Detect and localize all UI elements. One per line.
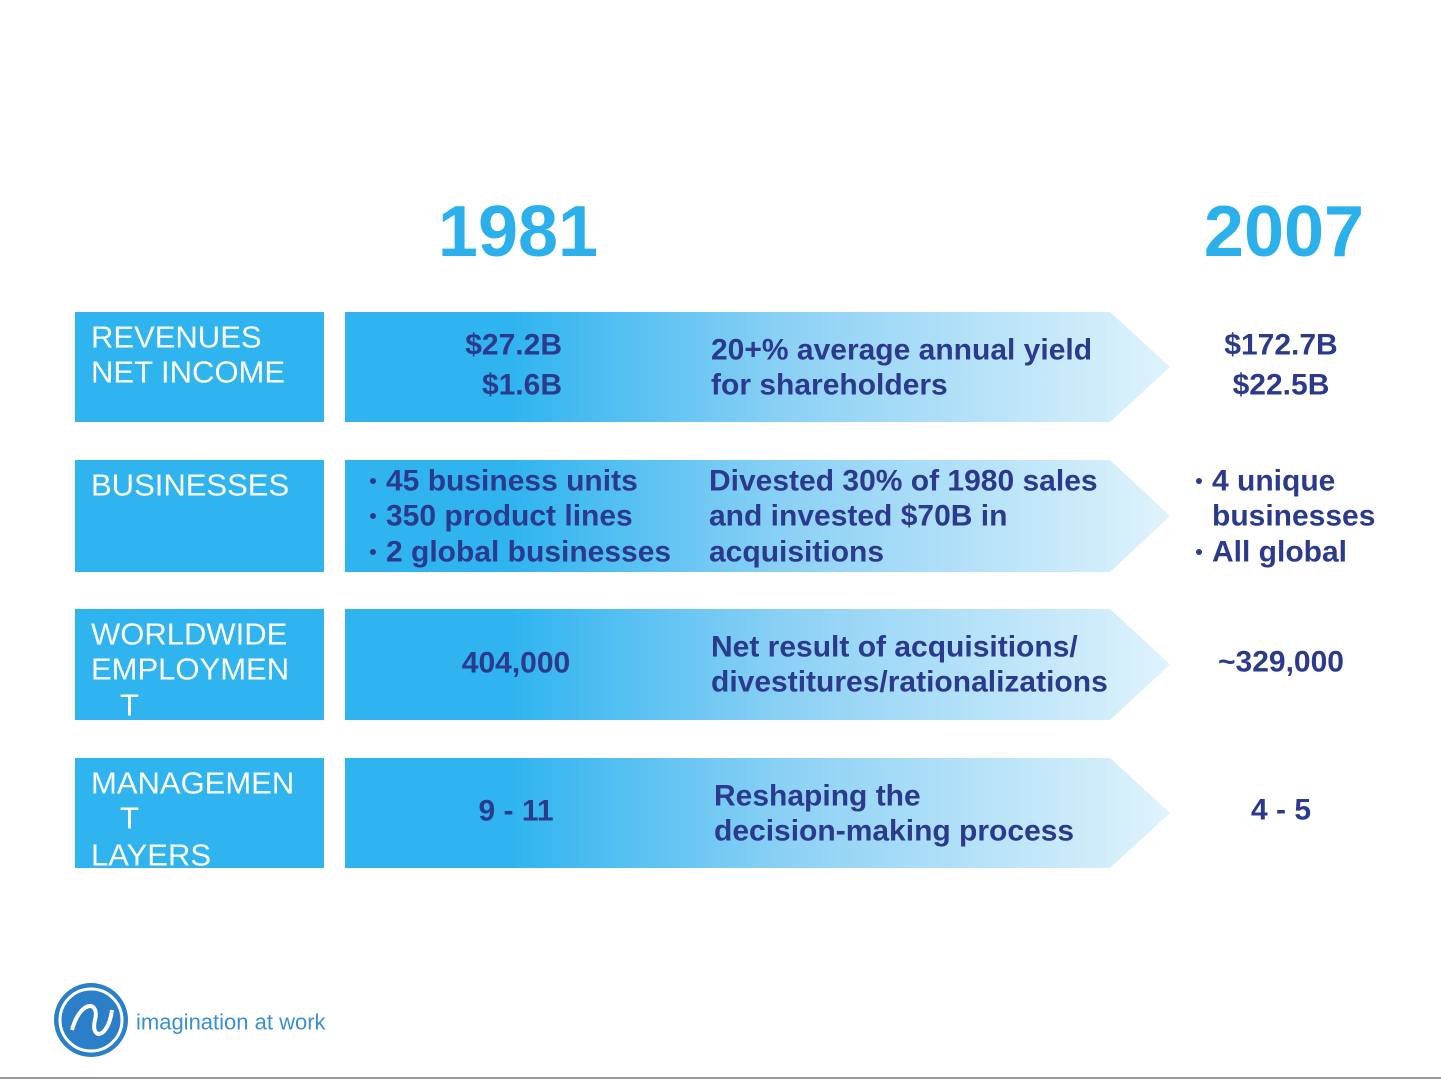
row-label: BUSINESSES [91, 468, 289, 503]
row-label: MANAGEMEN [91, 766, 294, 801]
year-from: 1981 [438, 192, 598, 272]
row-label: T [120, 688, 139, 723]
value-1981: $1.6B [482, 369, 562, 402]
change-note: Reshaping the [714, 780, 921, 813]
arrow-band [345, 312, 1170, 422]
value-2007: $22.5B [1233, 369, 1330, 402]
change-note: acquisitions [709, 536, 884, 569]
change-note: divestitures/rationalizations [711, 666, 1108, 699]
row-label: REVENUES [91, 320, 262, 355]
row-label: NET INCOME [91, 355, 285, 390]
value-2007: businesses [1212, 500, 1375, 533]
bullet [370, 478, 376, 484]
row-label: EMPLOYMEN [91, 652, 289, 687]
label-box [75, 312, 324, 422]
value-1981: 350 product lines [386, 500, 633, 533]
label-box [75, 609, 324, 720]
arrow-band [345, 758, 1170, 868]
value-1981: $27.2B [465, 329, 562, 362]
value-1981: 2 global businesses [386, 536, 671, 569]
year-to: 2007 [1204, 192, 1364, 272]
change-note: for shareholders [711, 369, 948, 402]
bullet [1196, 478, 1202, 484]
tagline: imagination at work [136, 1010, 327, 1035]
bullet [370, 549, 376, 555]
change-note: Divested 30% of 1980 sales [709, 465, 1098, 498]
change-note: 20+% average annual yield [711, 334, 1092, 367]
arrow-band [345, 609, 1170, 720]
label-box [75, 758, 324, 868]
value-2007: All global [1212, 536, 1347, 569]
change-note: Net result of acquisitions/ [711, 631, 1078, 664]
value-2007: 4 unique [1212, 465, 1335, 498]
change-note: decision-making process [714, 815, 1074, 848]
row-label: LAYERS [91, 838, 211, 873]
change-note: and invested $70B in [709, 500, 1007, 533]
label-box [75, 460, 324, 572]
value-2007: 4 - 5 [1251, 794, 1311, 827]
value-1981: 9 - 11 [478, 795, 553, 828]
row-label: WORLDWIDE [91, 617, 287, 652]
value-2007: $172.7B [1224, 329, 1337, 362]
ge-logo [54, 983, 128, 1057]
bullet [1196, 549, 1202, 555]
arrow-band [345, 460, 1170, 572]
bullet [370, 513, 376, 519]
value-1981: 45 business units [386, 465, 638, 498]
value-1981: 404,000 [462, 647, 570, 680]
value-2007: ~329,000 [1218, 646, 1344, 679]
row-label: T [120, 801, 139, 836]
